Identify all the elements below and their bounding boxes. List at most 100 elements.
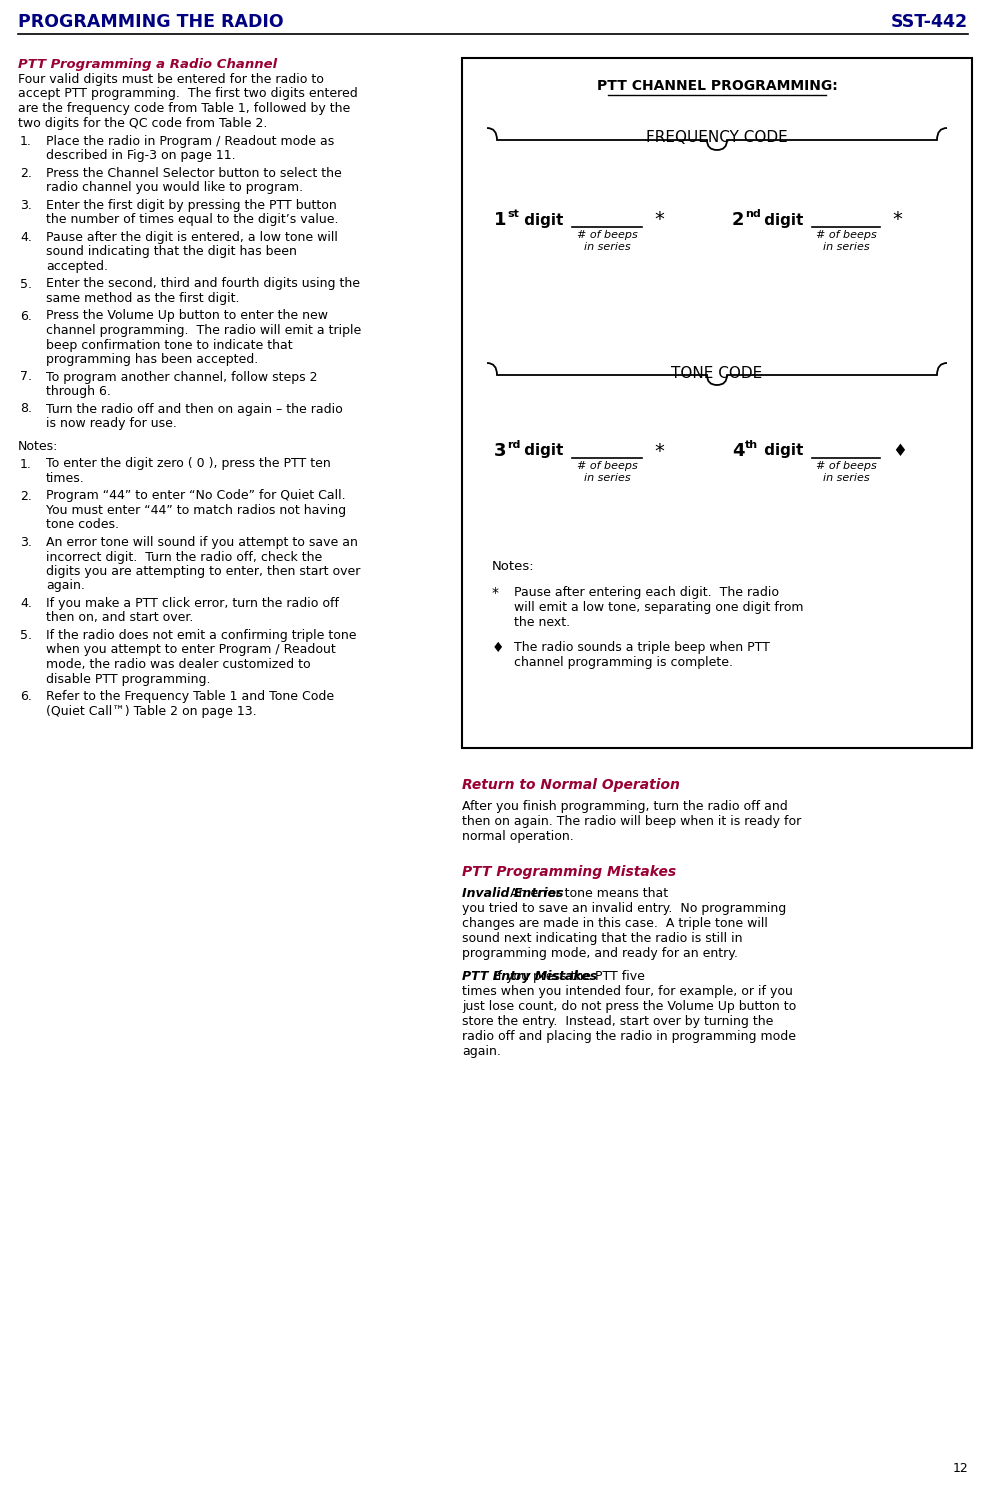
Text: The radio sounds a triple beep when PTT: The radio sounds a triple beep when PTT [514,641,770,654]
Text: Notes:: Notes: [18,440,58,453]
Text: 4.: 4. [20,231,32,244]
Text: when you attempt to enter Program / Readout: when you attempt to enter Program / Read… [46,644,336,657]
Text: radio off and placing the radio in programming mode: radio off and placing the radio in progr… [462,1030,796,1043]
Text: (Quiet Call™) Table 2 on page 13.: (Quiet Call™) Table 2 on page 13. [46,705,256,718]
Text: An error tone will sound if you attempt to save an: An error tone will sound if you attempt … [46,536,358,548]
Text: ♦: ♦ [492,641,505,656]
Text: 5.: 5. [20,277,32,291]
Text: PROGRAMMING THE RADIO: PROGRAMMING THE RADIO [18,13,284,31]
Text: will emit a low tone, separating one digit from: will emit a low tone, separating one dig… [514,600,804,614]
Text: If you press the PTT five: If you press the PTT five [462,970,645,983]
Text: 3.: 3. [20,536,32,548]
Text: TONE CODE: TONE CODE [671,365,762,380]
Text: store the entry.  Instead, start over by turning the: store the entry. Instead, start over by … [462,1015,773,1028]
Text: 2.: 2. [20,167,32,180]
Text: PTT Programming a Radio Channel: PTT Programming a Radio Channel [18,58,277,72]
Text: channel programming.  The radio will emit a triple: channel programming. The radio will emit… [46,323,361,337]
Text: rd: rd [507,440,521,450]
Text: Return to Normal Operation: Return to Normal Operation [462,778,680,793]
Text: accept PTT programming.  The first two digits entered: accept PTT programming. The first two di… [18,88,358,100]
Text: programming mode, and ready for an entry.: programming mode, and ready for an entry… [462,948,738,960]
Text: are the frequency code from Table 1, followed by the: are the frequency code from Table 1, fol… [18,101,350,115]
Text: st: st [507,209,519,219]
Text: *: * [492,586,499,600]
Text: 1: 1 [494,212,507,229]
Text: 12: 12 [952,1462,968,1475]
Text: *: * [654,210,664,229]
Text: To enter the digit zero ( 0 ), press the PTT ten: To enter the digit zero ( 0 ), press the… [46,457,330,471]
Text: digit: digit [519,444,563,459]
Text: two digits for the QC code from Table 2.: two digits for the QC code from Table 2. [18,116,267,130]
Text: 2: 2 [732,212,744,229]
Text: channel programming is complete.: channel programming is complete. [514,656,733,669]
Text: sound next indicating that the radio is still in: sound next indicating that the radio is … [462,933,742,945]
Text: Pause after entering each digit.  The radio: Pause after entering each digit. The rad… [514,586,779,599]
Text: tone codes.: tone codes. [46,519,119,532]
Text: You must enter “44” to match radios not having: You must enter “44” to match radios not … [46,504,346,517]
Text: 3.: 3. [20,200,32,212]
Text: Program “44” to enter “No Code” for Quiet Call.: Program “44” to enter “No Code” for Quie… [46,490,346,502]
Text: changes are made in this case.  A triple tone will: changes are made in this case. A triple … [462,916,768,930]
Text: If you make a PTT click error, turn the radio off: If you make a PTT click error, turn the … [46,597,339,609]
Text: 4.: 4. [20,597,32,609]
Text: you tried to save an invalid entry.  No programming: you tried to save an invalid entry. No p… [462,901,786,915]
Text: digits you are attempting to enter, then start over: digits you are attempting to enter, then… [46,565,360,578]
Text: the number of times equal to the digit’s value.: the number of times equal to the digit’s… [46,213,338,226]
Text: Press the Channel Selector button to select the: Press the Channel Selector button to sel… [46,167,342,180]
Text: then on again. The radio will beep when it is ready for: then on again. The radio will beep when … [462,815,802,828]
Text: same method as the first digit.: same method as the first digit. [46,292,240,305]
Text: again.: again. [46,580,85,593]
Text: then on, and start over.: then on, and start over. [46,611,193,624]
Text: beep confirmation tone to indicate that: beep confirmation tone to indicate that [46,338,293,352]
Text: just lose count, do not press the Volume Up button to: just lose count, do not press the Volume… [462,1000,797,1013]
Bar [462,58,972,748]
Text: Place the radio in Program / Readout mode as: Place the radio in Program / Readout mod… [46,136,334,148]
Text: SST-442: SST-442 [891,13,968,31]
Text: # of beeps
in series: # of beeps in series [577,460,637,483]
Text: incorrect digit.  Turn the radio off, check the: incorrect digit. Turn the radio off, che… [46,550,322,563]
Text: Enter the second, third and fourth digits using the: Enter the second, third and fourth digit… [46,277,360,291]
Text: 6.: 6. [20,310,32,322]
Text: 6.: 6. [20,690,32,703]
Text: described in Fig-3 on page 11.: described in Fig-3 on page 11. [46,149,236,162]
Text: radio channel you would like to program.: radio channel you would like to program. [46,182,303,195]
Text: Turn the radio off and then on again – the radio: Turn the radio off and then on again – t… [46,402,343,416]
Text: Invalid Entries: Invalid Entries [462,887,564,900]
Text: Refer to the Frequency Table 1 and Tone Code: Refer to the Frequency Table 1 and Tone … [46,690,334,703]
Text: 7.: 7. [20,371,32,383]
Text: th: th [745,440,758,450]
Text: programming has been accepted.: programming has been accepted. [46,353,258,367]
Text: 5.: 5. [20,629,32,642]
Text: mode, the radio was dealer customized to: mode, the radio was dealer customized to [46,659,311,670]
Text: Enter the first digit by pressing the PTT button: Enter the first digit by pressing the PT… [46,200,337,212]
Text: times when you intended four, for example, or if you: times when you intended four, for exampl… [462,985,793,998]
Text: the next.: the next. [514,615,570,629]
Text: PTT Programming Mistakes: PTT Programming Mistakes [462,866,676,879]
Text: An error tone means that: An error tone means that [462,887,669,900]
Text: digit: digit [759,444,804,459]
Text: again.: again. [462,1044,501,1058]
Text: normal operation.: normal operation. [462,830,574,843]
Text: 1.: 1. [20,457,32,471]
Text: FREQUENCY CODE: FREQUENCY CODE [646,131,788,146]
Text: To program another channel, follow steps 2: To program another channel, follow steps… [46,371,317,383]
Text: digit: digit [519,213,563,228]
Text: PTT CHANNEL PROGRAMMING:: PTT CHANNEL PROGRAMMING: [597,79,837,92]
Text: ♦: ♦ [892,443,907,460]
Text: Press the Volume Up button to enter the new: Press the Volume Up button to enter the … [46,310,328,322]
Text: PTT Entry Mistakes: PTT Entry Mistakes [462,970,598,983]
Text: # of beeps
in series: # of beeps in series [815,229,877,252]
Text: disable PTT programming.: disable PTT programming. [46,672,210,685]
Text: 2.: 2. [20,490,32,502]
Text: times.: times. [46,472,85,486]
Text: Notes:: Notes: [492,560,534,574]
Text: After you finish programming, turn the radio off and: After you finish programming, turn the r… [462,800,788,814]
Text: is now ready for use.: is now ready for use. [46,417,176,431]
Text: # of beeps
in series: # of beeps in series [577,229,637,252]
Text: Four valid digits must be entered for the radio to: Four valid digits must be entered for th… [18,73,323,86]
Text: Pause after the digit is entered, a low tone will: Pause after the digit is entered, a low … [46,231,338,244]
Text: If the radio does not emit a confirming triple tone: If the radio does not emit a confirming … [46,629,357,642]
Text: through 6.: through 6. [46,384,110,398]
Text: digit: digit [759,213,804,228]
Text: 1.: 1. [20,136,32,148]
